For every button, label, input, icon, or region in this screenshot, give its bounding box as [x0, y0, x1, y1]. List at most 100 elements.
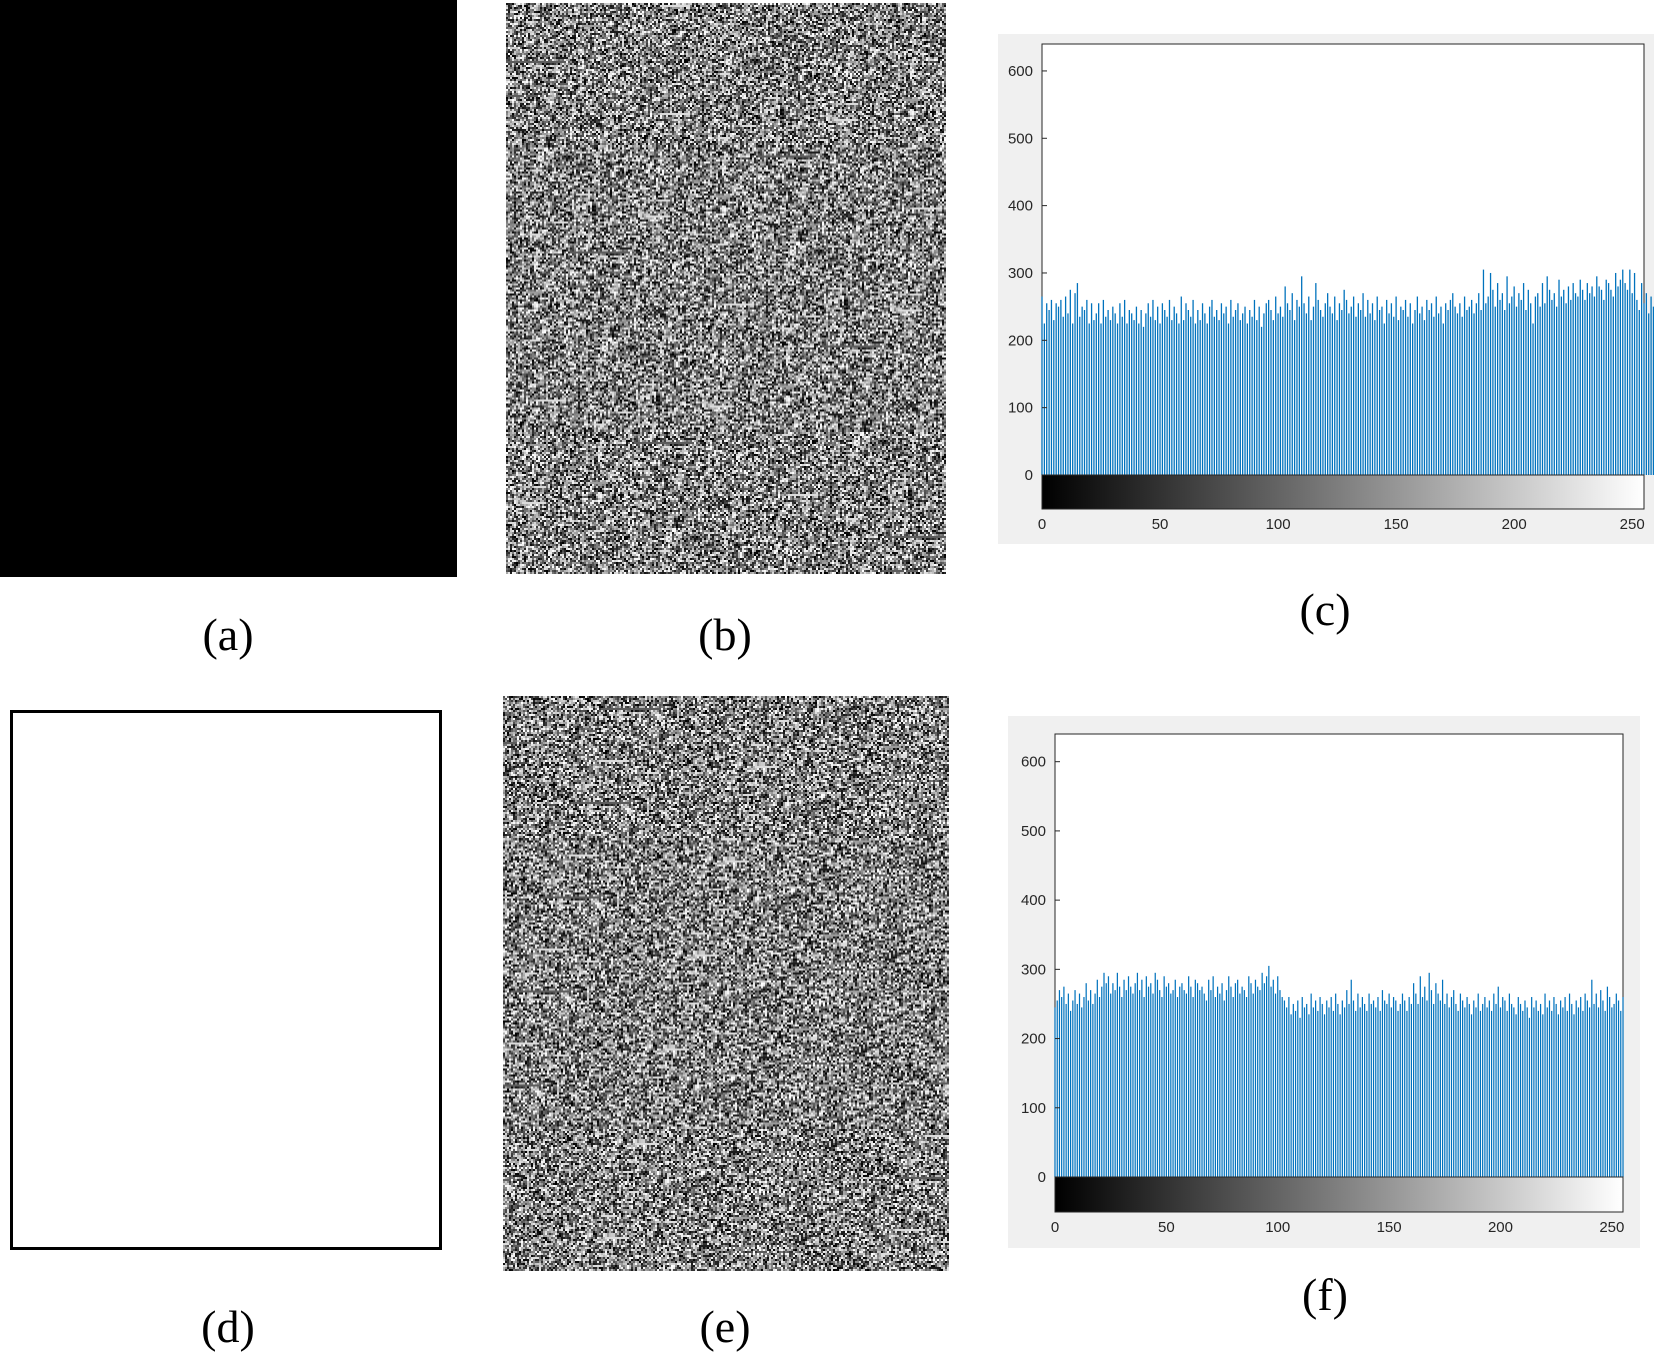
histogram-bar: [1185, 993, 1188, 1177]
histogram-bar: [1216, 986, 1219, 1177]
histogram-bar: [1419, 313, 1421, 476]
histogram-bar: [1459, 303, 1461, 475]
histogram-bar: [1551, 299, 1553, 475]
histogram-bar: [1054, 1007, 1056, 1177]
histogram-bar: [1283, 1000, 1286, 1177]
histogram-bar: [1208, 306, 1211, 475]
histogram-bar: [1648, 313, 1650, 476]
histogram-bar: [1098, 997, 1101, 1177]
histogram-bar: [1401, 993, 1404, 1177]
histogram-bar: [1227, 323, 1230, 475]
histogram-bar: [1301, 276, 1303, 475]
histogram-bar: [1272, 979, 1274, 1177]
histogram-bar: [1455, 1003, 1457, 1177]
histogram-bar: [1176, 997, 1179, 1177]
x-tick-label: 250: [1599, 1219, 1624, 1236]
histogram-bar: [1237, 303, 1239, 475]
grayscale-colorbar: [1041, 474, 1645, 510]
y-tick-label: 300: [1008, 265, 1033, 282]
histogram-bar: [1159, 990, 1161, 1177]
histogram-bar: [1419, 976, 1421, 1177]
histogram-bar: [1105, 983, 1107, 1177]
histogram-bar: [1470, 1014, 1473, 1177]
histogram-bar: [1560, 296, 1563, 475]
histogram-bar: [1350, 306, 1352, 475]
histogram-bar: [1535, 1000, 1537, 1177]
histogram-bar: [1525, 310, 1527, 475]
histogram-bar: [1584, 299, 1586, 475]
histogram-bar: [1579, 279, 1581, 475]
histogram-bar: [1058, 990, 1061, 1177]
histogram-bar: [1341, 1000, 1343, 1177]
histogram-bar: [1161, 997, 1163, 1177]
histogram-bar: [1041, 296, 1043, 475]
histogram-bar: [1568, 993, 1571, 1177]
histogram-bar: [1192, 299, 1194, 475]
histogram-bar: [1326, 1000, 1328, 1177]
histogram-bar: [1239, 993, 1241, 1177]
histogram-bar: [1445, 303, 1447, 475]
histogram-bar: [1145, 976, 1147, 1177]
histogram-bar: [1437, 993, 1439, 1177]
histogram-bar: [1407, 316, 1409, 475]
histogram-bar: [1188, 976, 1190, 1177]
histogram-bar: [1388, 993, 1390, 1177]
histogram-bar: [1548, 1000, 1551, 1177]
histogram-bar: [1298, 306, 1300, 475]
histogram-bar: [1323, 1014, 1326, 1177]
histogram-bar: [1230, 299, 1232, 475]
histogram-chart-c: 0 100 200 300 400 500 600 0 50 100 150 200 250: [998, 34, 1654, 544]
histogram-bar: [1279, 306, 1282, 475]
histogram-bar: [1127, 976, 1130, 1177]
histogram-bar: [1430, 990, 1433, 1177]
histogram-bar: [1493, 993, 1495, 1177]
histogram-bar: [1334, 296, 1336, 475]
histogram-bar: [1119, 303, 1121, 475]
histogram-bar: [1288, 997, 1290, 1177]
histogram-bar: [1286, 303, 1289, 475]
y-tick-label: 500: [1008, 130, 1033, 147]
histogram-bar: [1256, 320, 1258, 475]
histogram-bar: [1252, 993, 1254, 1177]
histogram-bar: [1553, 293, 1555, 475]
histogram-bar: [1130, 986, 1132, 1177]
histogram-bar: [1539, 306, 1541, 475]
histogram-bar: [1433, 316, 1435, 475]
histogram-bar: [1357, 303, 1359, 475]
histogram-bar: [1102, 299, 1105, 475]
histogram-bar: [1043, 323, 1045, 475]
histogram-bar: [1534, 296, 1537, 475]
histogram-bar: [1404, 299, 1407, 475]
histogram-bar: [1609, 997, 1611, 1177]
histogram-bar: [1473, 313, 1475, 476]
histogram-bar: [1506, 1010, 1508, 1178]
histogram-bar: [1221, 983, 1223, 1177]
histogram-bar: [1489, 272, 1492, 475]
histogram-bar: [1175, 313, 1178, 476]
histogram-bar: [1214, 997, 1216, 1177]
noise-image-b: [506, 3, 946, 574]
histogram-bar: [1338, 303, 1341, 475]
histogram-bar: [1260, 326, 1263, 475]
histogram-bar: [1250, 983, 1252, 1177]
histogram-bar: [1369, 313, 1371, 476]
histogram-bar: [1377, 997, 1379, 1177]
histogram-bar: [1378, 310, 1381, 475]
histogram-bar: [1375, 1007, 1377, 1177]
histogram-bar: [1421, 306, 1423, 475]
histogram-bar: [1423, 320, 1426, 475]
histogram-bar: [1336, 320, 1338, 475]
histogram-bar: [1112, 983, 1114, 1177]
histogram-bar: [1154, 972, 1156, 1177]
histogram-bar: [1149, 316, 1152, 475]
histogram-bar: [1361, 997, 1363, 1177]
histogram-bar: [1606, 986, 1609, 1177]
histogram-bar: [1511, 296, 1513, 475]
histogram-bar: [1499, 299, 1501, 475]
histogram-bar: [1518, 293, 1520, 475]
histogram-bar: [1067, 313, 1069, 476]
histogram-bar: [1265, 303, 1267, 475]
histogram-bar: [1263, 313, 1265, 476]
histogram-bar: [1086, 299, 1088, 475]
histogram-bar: [1277, 976, 1279, 1177]
